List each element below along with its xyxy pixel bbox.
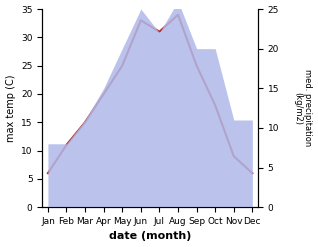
Y-axis label: med. precipitation
(kg/m2): med. precipitation (kg/m2) (293, 69, 313, 147)
Y-axis label: max temp (C): max temp (C) (5, 74, 16, 142)
X-axis label: date (month): date (month) (109, 231, 191, 242)
